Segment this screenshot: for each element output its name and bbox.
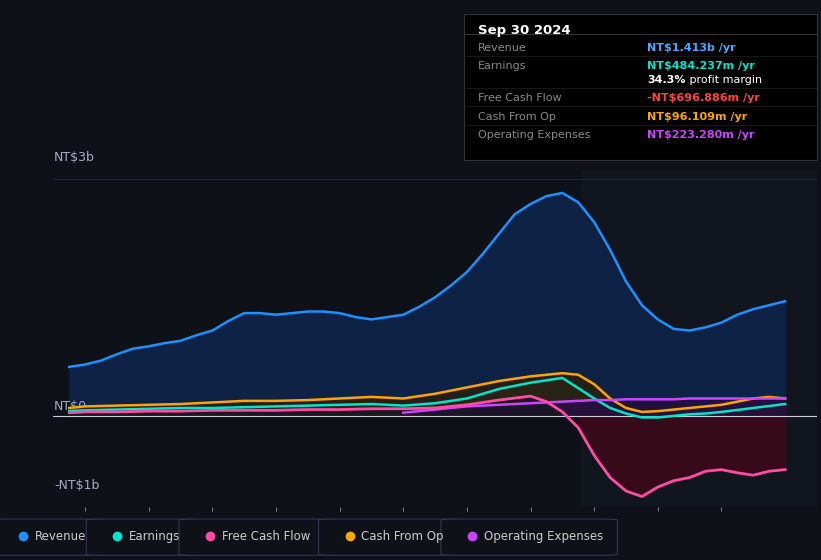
Text: NT$223.280m /yr: NT$223.280m /yr bbox=[648, 130, 755, 141]
Text: Free Cash Flow: Free Cash Flow bbox=[222, 530, 310, 543]
Text: NT$1.413b /yr: NT$1.413b /yr bbox=[648, 43, 736, 53]
Text: Earnings: Earnings bbox=[129, 530, 181, 543]
Text: Operating Expenses: Operating Expenses bbox=[478, 130, 590, 141]
Text: NT$3b: NT$3b bbox=[54, 151, 95, 164]
FancyBboxPatch shape bbox=[0, 519, 107, 556]
Text: Free Cash Flow: Free Cash Flow bbox=[478, 92, 562, 102]
Text: Revenue: Revenue bbox=[478, 43, 527, 53]
Text: Operating Expenses: Operating Expenses bbox=[484, 530, 603, 543]
FancyBboxPatch shape bbox=[179, 519, 339, 556]
Text: -NT$696.886m /yr: -NT$696.886m /yr bbox=[648, 92, 760, 102]
Text: NT$0: NT$0 bbox=[54, 399, 87, 413]
Text: Revenue: Revenue bbox=[34, 530, 86, 543]
Text: profit margin: profit margin bbox=[686, 75, 763, 85]
Text: Cash From Op: Cash From Op bbox=[361, 530, 443, 543]
FancyBboxPatch shape bbox=[86, 519, 201, 556]
Text: Sep 30 2024: Sep 30 2024 bbox=[478, 24, 571, 37]
Text: 34.3%: 34.3% bbox=[648, 75, 686, 85]
Text: Cash From Op: Cash From Op bbox=[478, 111, 556, 122]
FancyBboxPatch shape bbox=[319, 519, 462, 556]
Text: NT$96.109m /yr: NT$96.109m /yr bbox=[648, 111, 748, 122]
Bar bbox=[581, 171, 817, 507]
FancyBboxPatch shape bbox=[441, 519, 617, 556]
Text: NT$484.237m /yr: NT$484.237m /yr bbox=[648, 60, 755, 71]
Text: -NT$1b: -NT$1b bbox=[54, 479, 99, 492]
Text: Earnings: Earnings bbox=[478, 60, 526, 71]
